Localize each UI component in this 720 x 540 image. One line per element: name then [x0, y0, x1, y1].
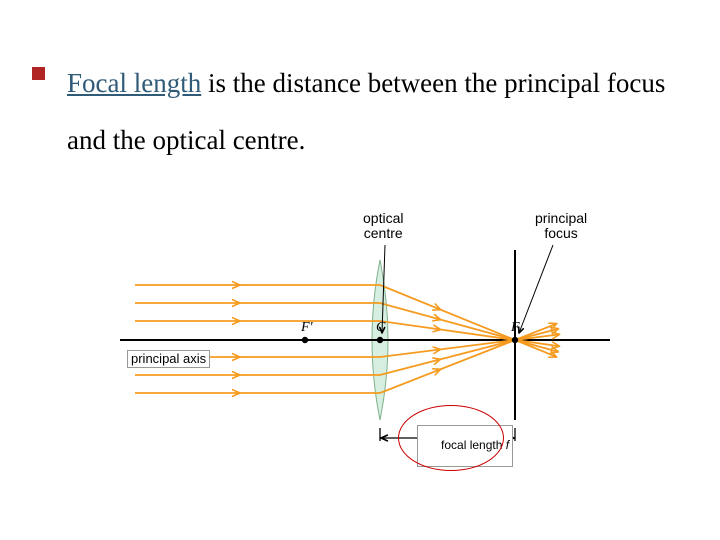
label-principal-focus: principal focus	[535, 211, 587, 242]
definition-text: Focal length is the distance between the…	[67, 55, 667, 168]
svg-text:F′: F′	[300, 320, 314, 335]
bullet-item: Focal length is the distance between the…	[32, 55, 667, 168]
highlight-circle	[398, 405, 504, 471]
bullet-square-icon	[32, 67, 45, 80]
lens-diagram: F′CF optical centre principal focus prin…	[115, 205, 615, 465]
term: Focal length	[67, 68, 201, 98]
label-optical-centre: optical centre	[363, 211, 403, 242]
lens-diagram-svg: F′CF	[115, 205, 615, 465]
label-principal-axis: principal axis	[127, 350, 210, 368]
